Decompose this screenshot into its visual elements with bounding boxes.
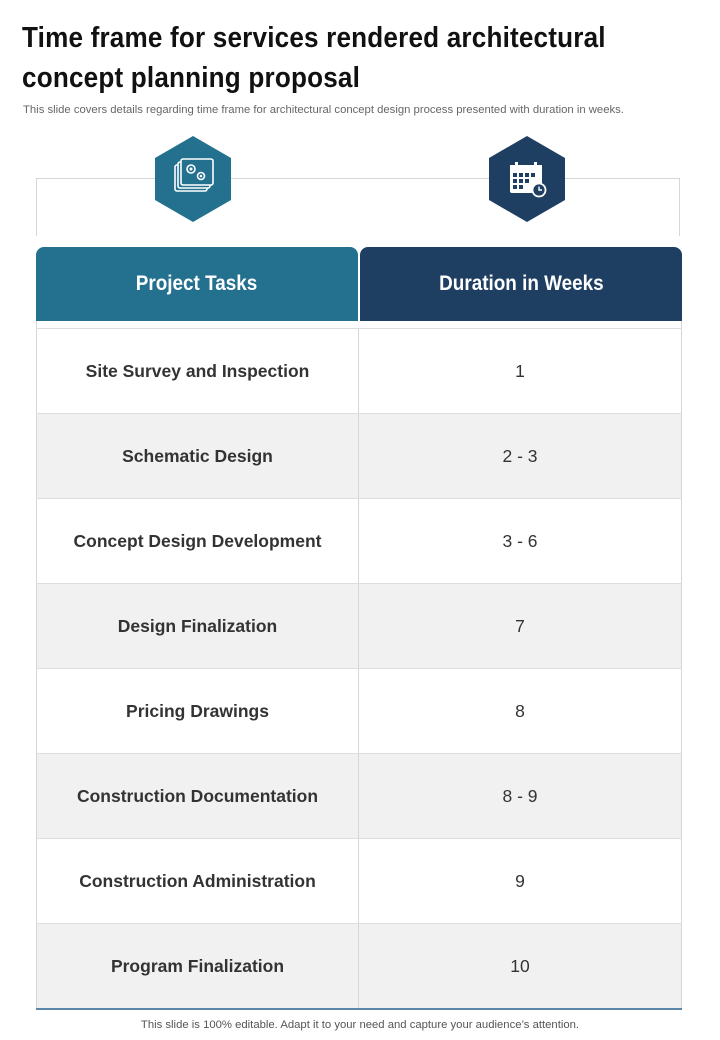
duration-cell: 8 - 9: [359, 754, 682, 838]
task-cell: Construction Documentation: [36, 754, 359, 838]
table-row: Program Finalization 10: [36, 923, 682, 1008]
table-row: Schematic Design 2 - 3: [36, 413, 682, 498]
task-cell: Construction Administration: [36, 839, 359, 923]
duration-cell: 3 - 6: [359, 499, 682, 583]
task-cell: Pricing Drawings: [36, 669, 359, 753]
task-cell: Schematic Design: [36, 414, 359, 498]
table-row: Construction Documentation 8 - 9: [36, 753, 682, 838]
header-duration-weeks: Duration in Weeks: [360, 247, 682, 321]
blueprint-gears-icon: [154, 135, 232, 223]
table-header: Project Tasks Duration in Weeks: [36, 247, 682, 321]
table-row: Site Survey and Inspection 1: [36, 328, 682, 413]
duration-cell: 8: [359, 669, 682, 753]
duration-cell: 1: [359, 329, 682, 413]
table-row: Construction Administration 9: [36, 838, 682, 923]
duration-table: Project Tasks Duration in Weeks Site Sur…: [36, 247, 682, 1010]
table-row: Pricing Drawings 8: [36, 668, 682, 753]
footer-note: This slide is 100% editable. Adapt it to…: [140, 1019, 580, 1031]
duration-cell: 2 - 3: [359, 414, 682, 498]
table-row: Design Finalization 7: [36, 583, 682, 668]
calendar-clock-icon: [488, 135, 566, 223]
task-cell: Design Finalization: [36, 584, 359, 668]
task-cell: Concept Design Development: [36, 499, 359, 583]
page-title: Time frame for services rendered archite…: [22, 22, 606, 94]
duration-cell: 7: [359, 584, 682, 668]
duration-cell: 10: [359, 924, 682, 1008]
task-cell: Site Survey and Inspection: [36, 329, 359, 413]
duration-cell: 9: [359, 839, 682, 923]
table-row: Concept Design Development 3 - 6: [36, 498, 682, 583]
icon-band: [36, 178, 680, 236]
header-project-tasks: Project Tasks: [36, 247, 358, 321]
table-bottom-rule: [36, 1008, 682, 1010]
task-cell: Program Finalization: [36, 924, 359, 1008]
page-subtitle: This slide covers details regarding time…: [23, 104, 624, 116]
